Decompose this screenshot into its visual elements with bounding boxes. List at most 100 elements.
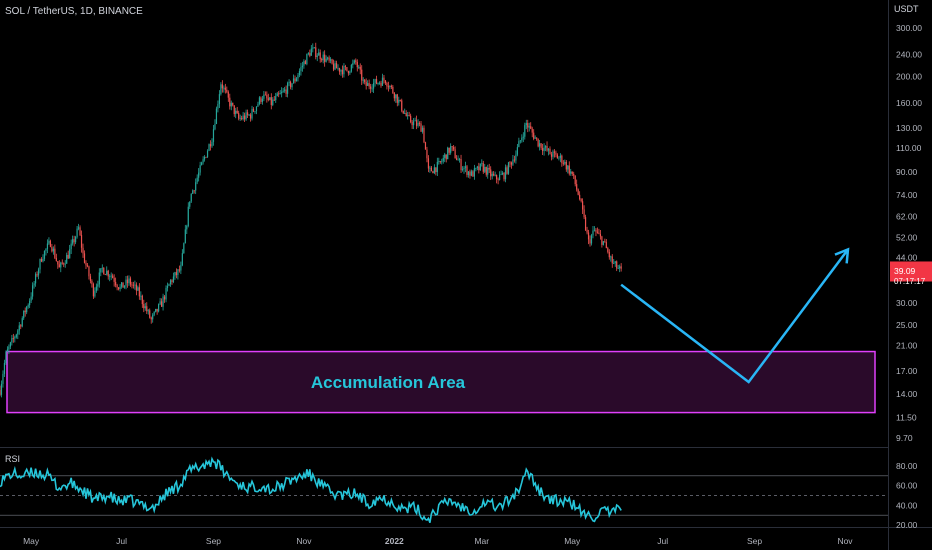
price-tick-label: 17.00 [896,366,918,376]
candle-body [467,171,470,175]
candle-body [324,54,326,62]
candle-body [442,157,444,162]
candle-body [407,115,409,117]
candle-body [498,174,501,181]
candle-body [217,104,219,109]
candle-body [168,284,170,286]
candle-body [319,52,321,60]
candle-body [602,241,604,245]
candle-body [239,118,241,119]
candle-body [122,282,124,288]
time-tick-label: 2022 [385,536,404,546]
candle-body [186,226,188,230]
candle-body [85,262,87,266]
symbol-title[interactable]: SOL / TetherUS, 1D, BINANCE [5,6,143,17]
candle-body [66,254,68,264]
candle-body [595,229,597,232]
candle-body [251,108,253,119]
candle-body [470,171,473,176]
candle-body [155,308,157,312]
candle-body [46,243,49,249]
candle-body [306,54,308,65]
candle-body [540,143,542,149]
candle-body [573,173,575,176]
candle-body [362,79,364,81]
candle-body [196,177,198,183]
candle-body [584,217,587,230]
candle-body [227,91,229,98]
rsi-title[interactable]: RSI [5,454,20,464]
candle-body [619,266,621,269]
candle-body [576,184,578,190]
candle-body [613,263,615,264]
candle-body [57,261,59,265]
candle-body [458,159,461,160]
candle-body [596,231,599,233]
candle-body [417,123,419,126]
candle-body [432,171,434,174]
candle-body [516,147,518,155]
price-tick-label: 240.00 [896,50,922,60]
candle-body [104,274,106,276]
candle-body [214,123,216,130]
candle-body [131,284,133,286]
candle-body [199,165,201,173]
candle-body [536,137,538,139]
candle-body [27,305,29,307]
candle-body [372,82,375,89]
candle-body [481,163,483,165]
candle-body [83,253,86,263]
candle-body [378,82,381,84]
time-tick-label: May [564,536,581,546]
candle-body [441,161,443,163]
candle-body [332,63,335,70]
candle-body [556,154,559,159]
candle-body [420,123,422,132]
candle-body [11,338,13,343]
candle-body [162,296,164,307]
candle-body [408,115,410,116]
candle-body [156,308,158,312]
candle-body [5,351,7,364]
candle-body [126,279,129,284]
candle-body [14,337,16,339]
candle-body [469,171,471,176]
candle-body [106,270,108,275]
candle-body [353,60,355,64]
candle-body [476,166,478,169]
candle-body [138,287,140,297]
candle-body [258,97,261,104]
candle-body [201,162,203,166]
candle-body [454,149,456,159]
candle-body [577,189,579,195]
candle-body [552,151,554,157]
candle-body [220,84,222,95]
candle-body [273,99,275,101]
candle-body [15,334,17,338]
candle-body [586,229,588,233]
candle-body [530,126,532,129]
candle-body [95,286,97,291]
candle-body [547,148,550,151]
candle-body [261,98,263,102]
candle-body [380,82,382,86]
candle-body [393,93,395,99]
candle-body [72,239,74,244]
candle-body [335,63,338,69]
candle-body [460,159,462,170]
candle-body [169,280,172,285]
candle-body [110,275,112,277]
candle-body [519,140,521,142]
candle-body [103,267,105,275]
candle-body [512,159,514,165]
candle-body [55,257,57,262]
candle-body [61,262,63,264]
candle-body [276,93,278,97]
candle-body [82,247,84,254]
projection-path[interactable] [620,248,849,384]
candle-body [20,325,22,327]
candle-body [478,166,480,171]
candle-body [303,61,305,66]
accumulation-zone[interactable] [6,350,876,414]
